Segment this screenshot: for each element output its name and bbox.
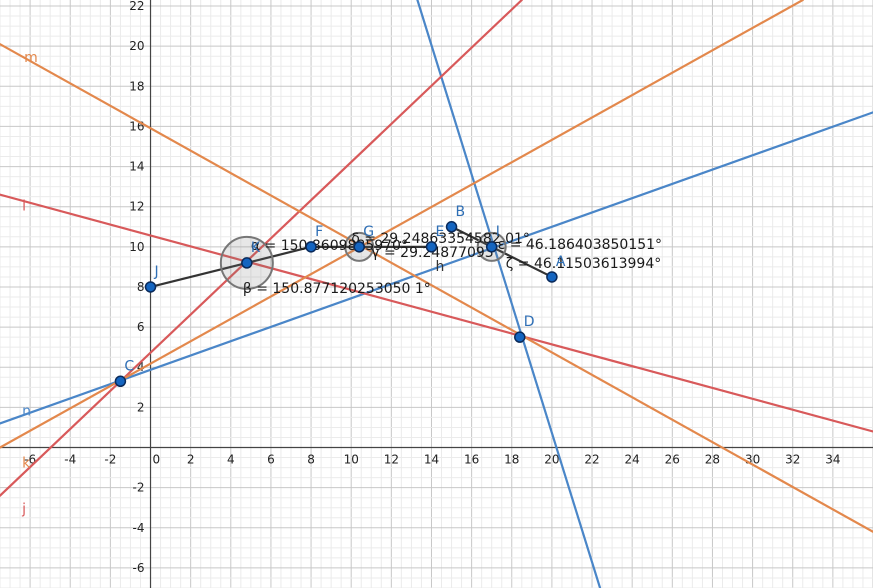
angle-measurement: β = 150.877120253050 1° [243, 281, 431, 297]
point-J[interactable] [144, 281, 157, 293]
point-A[interactable] [546, 271, 558, 283]
x-tick-label: 6 [267, 453, 275, 467]
line-label-k: k [22, 456, 31, 472]
y-tick-label: -4 [133, 521, 145, 535]
angle-measurement: ζ = 46.11503613994° [506, 256, 661, 272]
segment[interactable] [490, 245, 553, 279]
x-tick-label: 10 [344, 453, 359, 467]
point-label-D: D [524, 314, 535, 330]
line-j[interactable] [0, 0, 523, 497]
point-label-G: G [363, 224, 374, 240]
line-label-l: l [22, 199, 26, 215]
x-tick-label: 34 [825, 453, 840, 467]
y-tick-label: 10 [129, 240, 144, 254]
x-tick-label: 14 [424, 453, 439, 467]
y-tick-label: 20 [129, 39, 144, 53]
line-label-n: n [22, 403, 31, 419]
segment[interactable] [450, 225, 493, 248]
point-label-A: A [556, 254, 566, 270]
point-F[interactable] [305, 241, 317, 253]
angle-measurement: ε = 46.186403850151° [498, 237, 662, 253]
line-labels: m l n k j h [21, 50, 444, 518]
angle-measurement: γ = 29.24877093 [371, 245, 493, 261]
x-tick-label: 28 [705, 453, 720, 467]
x-tick-label: 32 [785, 453, 800, 467]
line-label-m: m [24, 50, 38, 66]
point-B[interactable] [445, 221, 458, 233]
point-E[interactable] [425, 241, 438, 253]
x-tick-label: -2 [104, 453, 116, 467]
y-tick-label: 6 [137, 320, 145, 334]
y-tick-label: 4 [137, 360, 145, 374]
line-l[interactable] [0, 193, 873, 433]
point-I[interactable] [485, 241, 498, 253]
x-tick-label: -4 [64, 453, 76, 467]
y-tick-label: 14 [129, 160, 144, 174]
point-label-F: F [315, 224, 323, 240]
line-label-j: j [21, 502, 26, 518]
y-tick-label: 12 [129, 200, 144, 214]
y-tick-label: 8 [137, 280, 145, 294]
line-m[interactable] [0, 43, 873, 533]
point-K[interactable] [241, 257, 253, 269]
y-tick-label: 22 [129, 0, 144, 13]
origin-label: 0 [153, 453, 161, 467]
line-blue_steep[interactable] [416, 0, 602, 588]
point-label-C: C [124, 358, 134, 374]
point-label-I: I [496, 224, 500, 240]
y-tick-label: -2 [133, 481, 145, 495]
line-k[interactable] [0, 0, 804, 449]
x-tick-label: 18 [504, 453, 519, 467]
x-tick-label: 20 [544, 453, 559, 467]
point-D[interactable] [514, 331, 526, 343]
point-label-B: B [456, 204, 466, 220]
x-tick-label: 8 [307, 453, 315, 467]
tick-labels: -6 -4 -2 2 4 6 8 10 12 14 16 18 20 22 24 26 28 30 32 342220… [24, 0, 840, 575]
x-tick-label: 26 [665, 453, 680, 467]
line-label-h: h [435, 259, 444, 275]
point-label-E: E [435, 224, 444, 240]
points[interactable]: J K F G EB I A D C [114, 204, 566, 388]
point-label-J: J [154, 264, 159, 280]
point-G[interactable] [353, 241, 365, 253]
x-tick-label: 22 [584, 453, 599, 467]
angle-measurement: δ = 29.24863354582 01° [351, 231, 530, 247]
point-C[interactable] [114, 375, 127, 388]
x-tick-label: 16 [464, 453, 479, 467]
segment[interactable] [149, 261, 248, 289]
x-tick-label: -6 [24, 453, 36, 467]
x-tick-label: 4 [227, 453, 235, 467]
y-tick-label: 18 [129, 79, 144, 93]
angle-measurements: α = 150.8609885970° β = 150.877120253050 … [243, 231, 662, 297]
line-n[interactable] [0, 111, 873, 425]
x-tick-label: 2 [187, 453, 195, 467]
y-tick-label: 2 [137, 400, 145, 414]
x-tick-label: 24 [625, 453, 640, 467]
point-label-K: K [251, 240, 261, 256]
x-tick-label: 12 [384, 453, 399, 467]
y-tick-label: -6 [133, 561, 145, 575]
angle-measurement: α = 150.8609885970° [251, 238, 408, 254]
segment[interactable] [245, 245, 313, 264]
segments[interactable] [149, 225, 553, 289]
